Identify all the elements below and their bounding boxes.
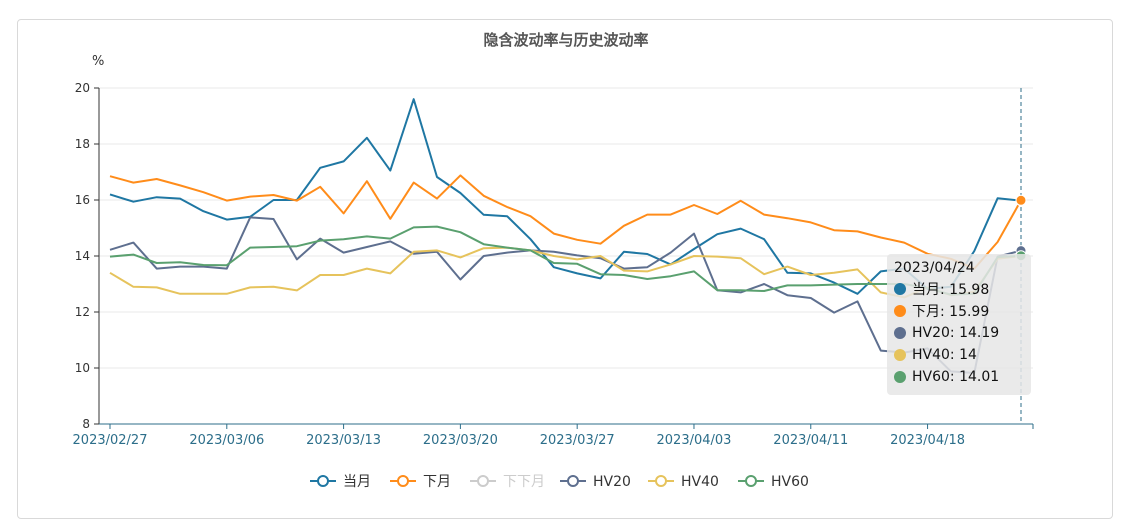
x-tick-label: 2023/04/11 xyxy=(773,433,848,448)
x-tick-label: 2023/03/27 xyxy=(540,433,615,448)
chart-title: 隐含波动率与历史波动率 xyxy=(483,31,648,49)
series-line-下月 xyxy=(109,174,1022,270)
tooltip-label: 下月: 15.99 xyxy=(912,304,990,320)
legend-item-下下月[interactable]: 下下月 xyxy=(470,474,545,490)
legend[interactable]: 当月 下月 下下月 HV20 HV40 HV60 xyxy=(310,474,809,490)
tooltip-row: HV40: 14 xyxy=(894,344,1024,366)
tooltip-label: HV60: 14.01 xyxy=(912,369,1000,385)
tooltip-label: HV40: 14 xyxy=(912,347,977,363)
x-tick-label: 2023/03/06 xyxy=(189,433,264,448)
legend-label: 下月 xyxy=(423,474,451,490)
legend-swatch-marker xyxy=(567,475,579,487)
y-tick-label: 14 xyxy=(75,249,90,263)
tooltip: 2023/04/24 当月: 15.98 下月: 15.99 HV20: 14.19… xyxy=(887,254,1031,395)
y-tick-label: 8 xyxy=(82,417,90,431)
legend-swatch-marker xyxy=(477,475,489,487)
tooltip-dot xyxy=(894,327,906,339)
x-tick-label: 2023/02/27 xyxy=(73,433,148,448)
line-chart: 隐含波动率与历史波动率 % 8 10 12 14 16 18 20 2023/02/27 202… xyxy=(73,31,1034,490)
tooltip-row: HV20: 14.19 xyxy=(894,322,1024,344)
tooltip-row: 当月: 15.98 xyxy=(894,278,1024,300)
tooltip-dot xyxy=(894,371,906,383)
y-tick-label: 20 xyxy=(75,81,90,95)
axes: 8 10 12 14 16 18 20 2023/02/27 2023/03/06 2023/03… xyxy=(73,81,1034,448)
tooltip-row: HV60: 14.01 xyxy=(894,366,1024,388)
legend-label: HV40 xyxy=(681,474,719,490)
series-line-当月 xyxy=(109,98,1022,295)
legend-swatch-marker xyxy=(655,475,667,487)
hover-point-下月 xyxy=(1015,194,1027,206)
y-tick-label: 18 xyxy=(75,137,90,151)
legend-label: HV60 xyxy=(771,474,809,490)
tooltip-label: 当月: 15.98 xyxy=(912,282,990,298)
y-tick-label: 16 xyxy=(75,193,90,207)
legend-item-HV20[interactable]: HV20 xyxy=(560,474,631,490)
legend-label: HV20 xyxy=(593,474,631,490)
tooltip-dot xyxy=(894,305,906,317)
x-tick-label: 2023/03/20 xyxy=(423,433,498,448)
legend-item-当月[interactable]: 当月 xyxy=(310,474,371,490)
y-axis-unit: % xyxy=(92,54,104,69)
x-tick-label: 2023/04/18 xyxy=(890,433,965,448)
series-line-HV60 xyxy=(109,225,1022,296)
legend-swatch-marker xyxy=(745,475,757,487)
tooltip-row: 下月: 15.99 xyxy=(894,300,1024,322)
series-line-HV20 xyxy=(109,216,1022,374)
legend-item-HV40[interactable]: HV40 xyxy=(648,474,719,490)
y-tick-label: 12 xyxy=(75,305,90,319)
x-tick-label: 2023/04/03 xyxy=(657,433,732,448)
series-group xyxy=(109,98,1027,374)
tooltip-date: 2023/04/24 xyxy=(894,260,975,276)
y-tick-label: 10 xyxy=(75,361,90,375)
tooltip-label: HV20: 14.19 xyxy=(912,325,1000,341)
legend-swatch-marker xyxy=(397,475,409,487)
legend-label: 当月 xyxy=(343,474,371,490)
tooltip-dot xyxy=(894,283,906,295)
legend-swatch-marker xyxy=(317,475,329,487)
x-tick-label: 2023/03/13 xyxy=(306,433,381,448)
tooltip-dot xyxy=(894,349,906,361)
legend-item-HV60[interactable]: HV60 xyxy=(738,474,809,490)
legend-item-下月[interactable]: 下月 xyxy=(390,474,451,490)
grid-lines xyxy=(99,87,1033,369)
series-line-HV40 xyxy=(109,246,1022,299)
legend-label: 下下月 xyxy=(503,474,545,490)
